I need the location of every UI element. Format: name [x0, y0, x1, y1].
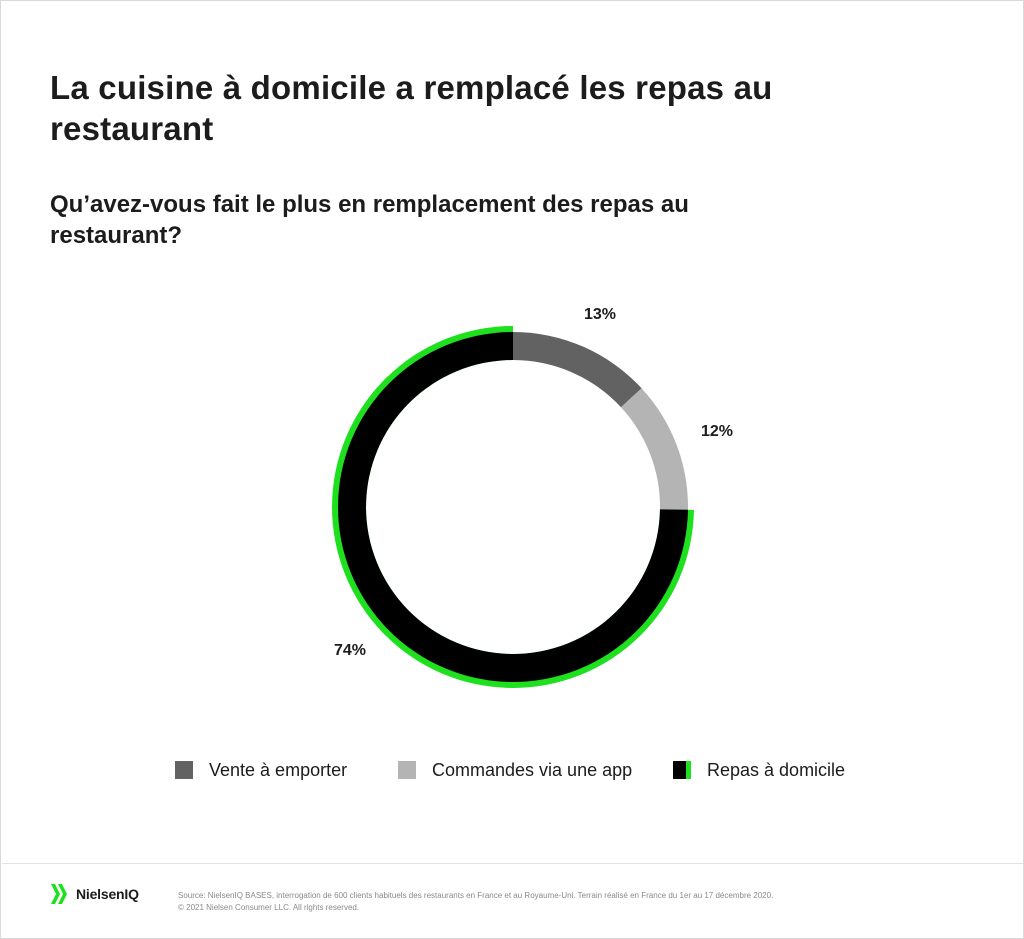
- source-text: Source: NielsenIQ BASES, interrogation d…: [178, 891, 774, 900]
- legend-label-takeaway: Vente à emporter: [209, 759, 348, 780]
- legend-label-home-meals: Repas à domicile: [707, 759, 846, 780]
- chart-subtitle: Qu’avez-vous fait le plus en remplacemen…: [50, 191, 689, 249]
- slice-value-label-home-meals: 74%: [334, 642, 366, 659]
- legend-swatch-home-meals: [673, 761, 691, 779]
- logo-text: NielsenIQ: [76, 886, 139, 902]
- footer-divider: [2, 863, 1023, 864]
- legend-item-home-meals: Repas à domicile: [673, 758, 845, 782]
- donut-chart: 13% 12% 74%: [332, 306, 733, 688]
- source-note: Source: NielsenIQ BASES, interrogation d…: [178, 890, 998, 914]
- nielseniq-logo-icon: [51, 884, 67, 904]
- legend-label-app-orders: Commandes via une app: [432, 759, 633, 780]
- nielseniq-logo: NielsenIQ: [51, 883, 139, 905]
- legend-item-app-orders: Commandes via une app: [398, 758, 632, 782]
- legend-item-takeaway: Vente à emporter: [175, 758, 347, 782]
- slice-value-label-takeaway: 13%: [584, 306, 616, 323]
- legend: Vente à emporter Commandes via une app R…: [1, 758, 1024, 782]
- legend-swatch-app-orders: [398, 761, 416, 779]
- legend-swatch-takeaway: [175, 761, 193, 779]
- donut-slice-app-orders: [620, 388, 688, 510]
- chart-title: La cuisine à domicile a remplacé les rep…: [50, 69, 773, 147]
- donut-slice-highlight-home-meals: [332, 325, 694, 688]
- donut-slice-takeaway: [513, 332, 642, 408]
- slice-value-label-app-orders: 12%: [701, 423, 733, 440]
- copyright-text: © 2021 Nielsen Consumer LLC. All rights …: [178, 903, 360, 912]
